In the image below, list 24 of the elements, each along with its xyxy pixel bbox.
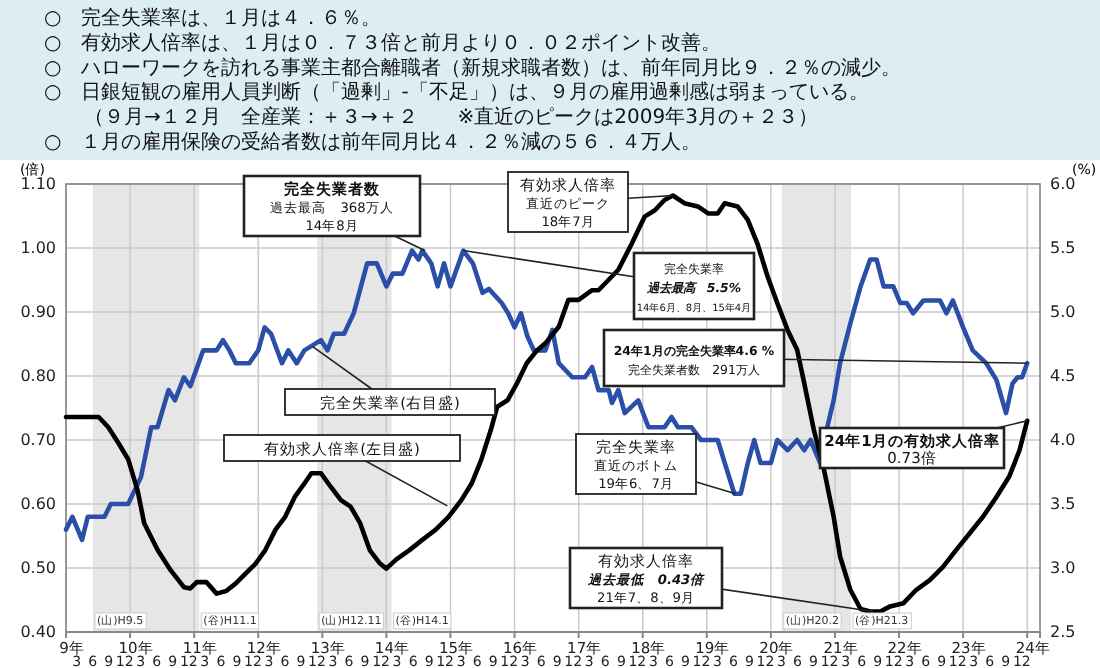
line-series <box>63 193 1030 614</box>
y2-tick-label: 4.0 <box>1050 431 1076 450</box>
text: ○ 日銀短観の雇用人員判断（「過剰」-「不足」）は、９月の雇用過剰感は弱まっている。 <box>44 80 869 105</box>
y2-tick-label: 5.0 <box>1050 303 1076 322</box>
text: （９月→１２月 全産業：＋３→＋２ ※直近のピークは2009年3月の＋２３） <box>44 105 818 130</box>
y2-tick-label: 2.5 <box>1050 623 1076 642</box>
y-tick-label: 0.50 <box>20 559 56 578</box>
y-tick-label: 1.10 <box>20 175 56 194</box>
y2-tick-label: 3.5 <box>1050 495 1076 514</box>
y-tick-label: 0.90 <box>20 303 56 322</box>
y2-tick-label: 4.5 <box>1050 367 1076 386</box>
text: ○ ハローワークを訪れる事業主都合離職者（新規求職者数）は、前年同月比９．２％の減少。 <box>44 55 902 80</box>
text: ○ １月の雇用保険の受給者数は前年同月比４．２％減の５６．４万人。 <box>44 130 702 154</box>
text: ○ 有効求人倍率は、１月は０．７３倍と前月より０．０２ポイント改善。 <box>44 30 722 55</box>
text: ○ 完全失業率は、１月は４．６％。 <box>44 6 382 30</box>
y-tick-label: 0.60 <box>20 495 56 514</box>
y2-tick-label: 6.0 <box>1050 175 1076 194</box>
y2-tick-label: 3.0 <box>1050 559 1076 578</box>
y-tick-label: 0.80 <box>20 367 56 386</box>
y2-tick-label: 5.5 <box>1050 239 1076 258</box>
y-tick-label: 1.00 <box>20 239 56 258</box>
y-tick-label: 0.40 <box>20 623 56 642</box>
y-tick-label: 0.70 <box>20 431 56 450</box>
line-series <box>63 248 1030 543</box>
